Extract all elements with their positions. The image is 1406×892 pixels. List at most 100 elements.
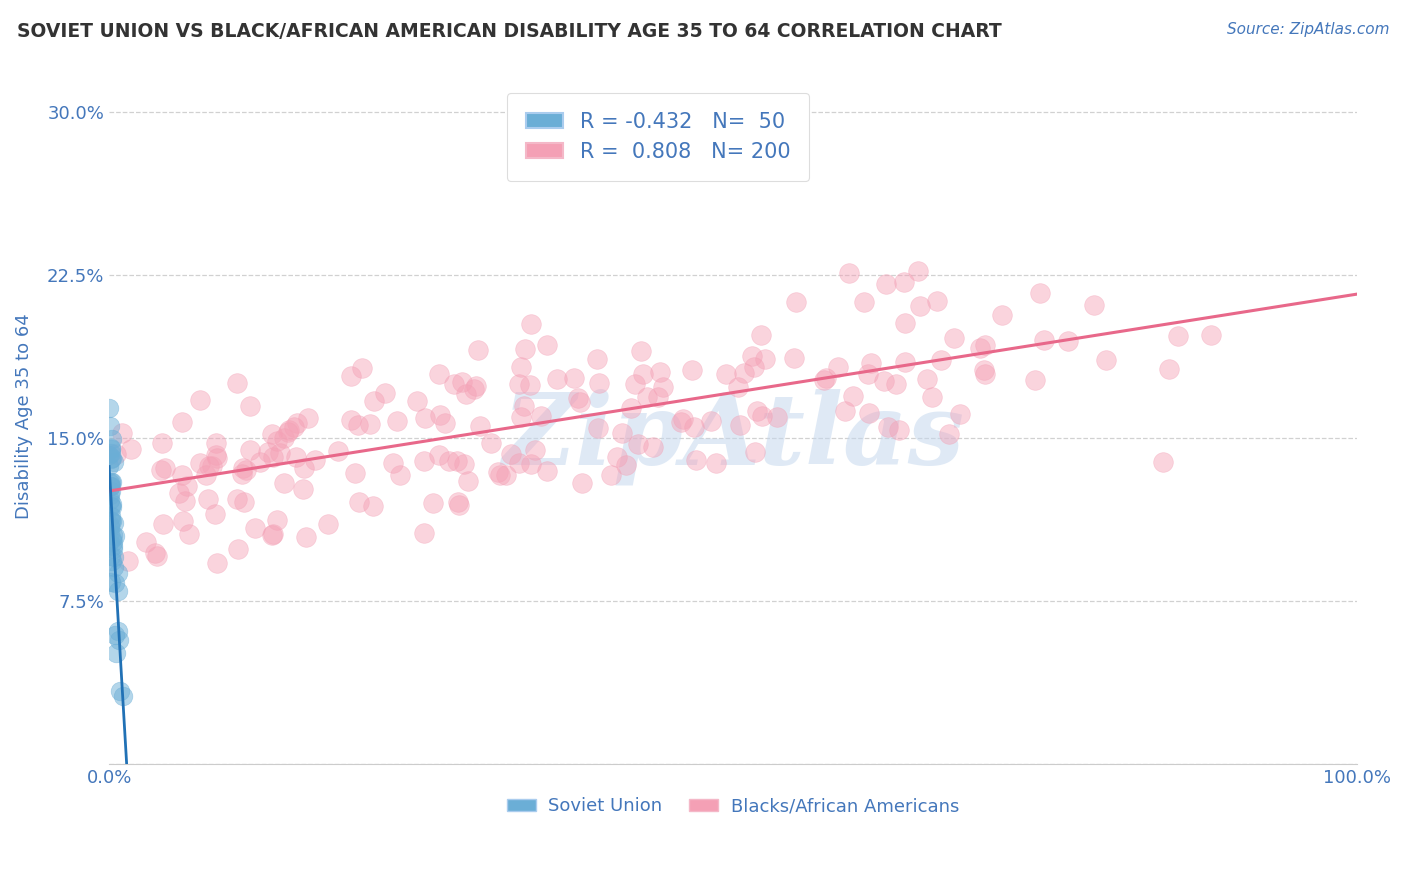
Point <box>108 633 131 648</box>
Point <box>1152 455 1174 469</box>
Legend: Soviet Union, Blacks/African Americans: Soviet Union, Blacks/African Americans <box>498 789 969 824</box>
Point <box>385 414 408 428</box>
Point <box>273 431 295 445</box>
Point <box>304 453 326 467</box>
Point <box>291 482 314 496</box>
Point <box>671 415 693 429</box>
Point <box>239 400 262 414</box>
Point <box>100 451 122 466</box>
Point <box>683 420 706 434</box>
Point <box>991 309 1014 323</box>
Point <box>100 479 122 493</box>
Point <box>101 500 124 514</box>
Point <box>728 418 751 433</box>
Point <box>1033 333 1056 347</box>
Point <box>427 448 450 462</box>
Point <box>813 373 835 387</box>
Point <box>278 423 301 437</box>
Point <box>893 276 915 290</box>
Point <box>620 401 643 415</box>
Point <box>568 395 591 409</box>
Point <box>586 421 609 435</box>
Point <box>257 445 280 459</box>
Point <box>1083 298 1105 312</box>
Point <box>464 378 486 392</box>
Point <box>571 476 593 491</box>
Point <box>204 435 226 450</box>
Point <box>98 476 121 491</box>
Point <box>413 411 436 425</box>
Point <box>188 456 211 470</box>
Point <box>110 425 132 440</box>
Point <box>100 575 122 590</box>
Point <box>1056 334 1078 349</box>
Point <box>98 518 121 533</box>
Point <box>152 516 174 531</box>
Point <box>588 376 610 390</box>
Point <box>339 413 361 427</box>
Point <box>101 535 124 549</box>
Point <box>167 486 190 500</box>
Point <box>100 514 122 528</box>
Point <box>681 362 703 376</box>
Point <box>742 359 765 374</box>
Point <box>98 448 121 462</box>
Point <box>907 264 929 278</box>
Point <box>104 628 127 642</box>
Point <box>412 526 434 541</box>
Point <box>172 468 194 483</box>
Point <box>1157 361 1180 376</box>
Text: Source: ZipAtlas.com: Source: ZipAtlas.com <box>1226 22 1389 37</box>
Point <box>98 535 121 549</box>
Point <box>103 527 125 541</box>
Point <box>235 463 257 477</box>
Point <box>100 514 122 528</box>
Point <box>672 411 695 425</box>
Point <box>437 453 460 467</box>
Point <box>872 374 894 388</box>
Point <box>434 417 457 431</box>
Point <box>468 419 491 434</box>
Point <box>100 488 122 502</box>
Point <box>467 343 489 357</box>
Point <box>457 474 479 488</box>
Point <box>827 360 849 375</box>
Point <box>103 560 125 574</box>
Point <box>243 521 266 535</box>
Point <box>297 411 319 425</box>
Point <box>627 436 650 450</box>
Point <box>741 349 763 363</box>
Point <box>447 495 470 509</box>
Point <box>651 380 673 394</box>
Point <box>510 360 533 375</box>
Point <box>749 328 772 343</box>
Point <box>98 492 121 507</box>
Point <box>567 391 589 405</box>
Point <box>838 266 860 280</box>
Point <box>643 440 665 454</box>
Point <box>98 418 121 433</box>
Point <box>479 435 502 450</box>
Point <box>973 362 995 376</box>
Point <box>610 426 633 441</box>
Point <box>908 299 931 313</box>
Point <box>260 527 283 541</box>
Point <box>524 443 547 458</box>
Point <box>783 351 806 366</box>
Point <box>599 467 621 482</box>
Point <box>412 454 434 468</box>
Point <box>172 514 194 528</box>
Point <box>100 549 122 564</box>
Point <box>103 516 125 530</box>
Point <box>606 450 628 465</box>
Point <box>352 361 374 376</box>
Point <box>974 367 997 381</box>
Point <box>1199 327 1222 342</box>
Point <box>263 450 285 464</box>
Point <box>269 446 291 460</box>
Point <box>266 434 288 448</box>
Point <box>112 690 135 704</box>
Point <box>915 372 938 386</box>
Point <box>887 423 910 437</box>
Point <box>98 526 121 541</box>
